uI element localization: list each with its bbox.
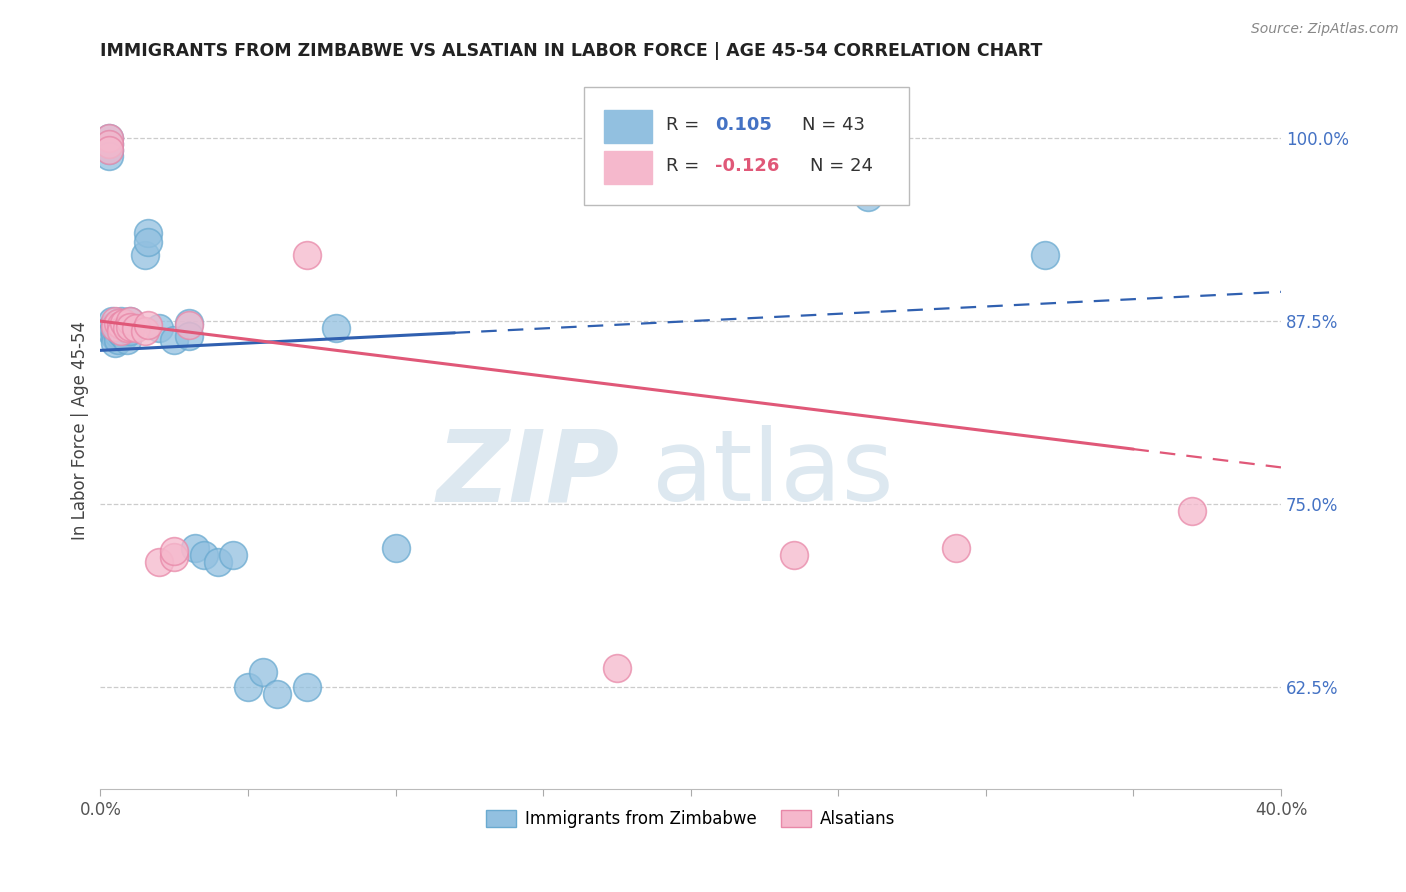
Point bbox=[177, 318, 200, 333]
Point bbox=[110, 314, 132, 328]
Point bbox=[945, 541, 967, 555]
Point bbox=[252, 665, 274, 680]
Point bbox=[1033, 248, 1056, 262]
Point bbox=[856, 190, 879, 204]
Text: Source: ZipAtlas.com: Source: ZipAtlas.com bbox=[1251, 22, 1399, 37]
Point bbox=[104, 330, 127, 344]
Point bbox=[207, 556, 229, 570]
Point bbox=[295, 680, 318, 694]
Point bbox=[98, 137, 121, 152]
Point bbox=[104, 336, 127, 351]
Point bbox=[325, 321, 347, 335]
Point bbox=[148, 556, 170, 570]
Point bbox=[125, 321, 148, 335]
Point bbox=[163, 549, 186, 564]
Bar bbox=[605, 111, 652, 143]
Point bbox=[107, 321, 129, 335]
Text: -0.126: -0.126 bbox=[716, 157, 780, 175]
Point bbox=[222, 548, 245, 562]
Point bbox=[101, 326, 124, 340]
Point bbox=[118, 324, 141, 338]
Point bbox=[98, 143, 121, 157]
Point bbox=[115, 321, 138, 335]
Text: R =: R = bbox=[666, 116, 704, 134]
Point bbox=[118, 320, 141, 334]
Point bbox=[107, 333, 129, 347]
Text: ZIP: ZIP bbox=[437, 425, 620, 523]
Text: atlas: atlas bbox=[652, 425, 894, 523]
FancyBboxPatch shape bbox=[585, 87, 910, 205]
Point bbox=[98, 149, 121, 163]
Point bbox=[134, 324, 156, 338]
Point bbox=[193, 548, 215, 562]
Point bbox=[104, 324, 127, 338]
Point bbox=[606, 661, 628, 675]
Point bbox=[104, 318, 127, 333]
Point bbox=[110, 318, 132, 333]
Point bbox=[295, 248, 318, 262]
Point bbox=[107, 327, 129, 342]
Point bbox=[118, 314, 141, 328]
Point bbox=[112, 328, 135, 343]
Point bbox=[98, 143, 121, 157]
Point bbox=[266, 687, 288, 701]
Point bbox=[104, 314, 127, 328]
Point bbox=[136, 235, 159, 249]
Point bbox=[184, 541, 207, 555]
Text: 0.105: 0.105 bbox=[716, 116, 772, 134]
Point bbox=[148, 321, 170, 335]
Point bbox=[134, 248, 156, 262]
Text: N = 43: N = 43 bbox=[801, 116, 865, 134]
Legend: Immigrants from Zimbabwe, Alsatians: Immigrants from Zimbabwe, Alsatians bbox=[479, 803, 901, 835]
Point bbox=[115, 333, 138, 347]
Point bbox=[118, 314, 141, 328]
Y-axis label: In Labor Force | Age 45-54: In Labor Force | Age 45-54 bbox=[72, 321, 89, 541]
Point bbox=[163, 333, 186, 347]
Point bbox=[136, 318, 159, 333]
Point bbox=[107, 316, 129, 330]
Point bbox=[101, 320, 124, 334]
Point bbox=[115, 321, 138, 335]
Point bbox=[101, 314, 124, 328]
Point bbox=[783, 548, 806, 562]
Point bbox=[177, 316, 200, 330]
Point bbox=[112, 318, 135, 333]
Point bbox=[1181, 504, 1204, 518]
Point bbox=[98, 137, 121, 152]
Text: R =: R = bbox=[666, 157, 704, 175]
Text: N = 24: N = 24 bbox=[810, 157, 873, 175]
Point bbox=[110, 324, 132, 338]
Point bbox=[236, 680, 259, 694]
Point bbox=[104, 320, 127, 334]
Point bbox=[98, 131, 121, 145]
Text: IMMIGRANTS FROM ZIMBABWE VS ALSATIAN IN LABOR FORCE | AGE 45-54 CORRELATION CHAR: IMMIGRANTS FROM ZIMBABWE VS ALSATIAN IN … bbox=[100, 42, 1043, 60]
Point bbox=[177, 328, 200, 343]
Point bbox=[98, 131, 121, 145]
Point bbox=[163, 543, 186, 558]
Point bbox=[110, 326, 132, 340]
Point bbox=[384, 541, 406, 555]
Point bbox=[112, 316, 135, 330]
Point bbox=[136, 227, 159, 241]
Bar bbox=[605, 152, 652, 184]
Point bbox=[110, 320, 132, 334]
Point bbox=[107, 316, 129, 330]
